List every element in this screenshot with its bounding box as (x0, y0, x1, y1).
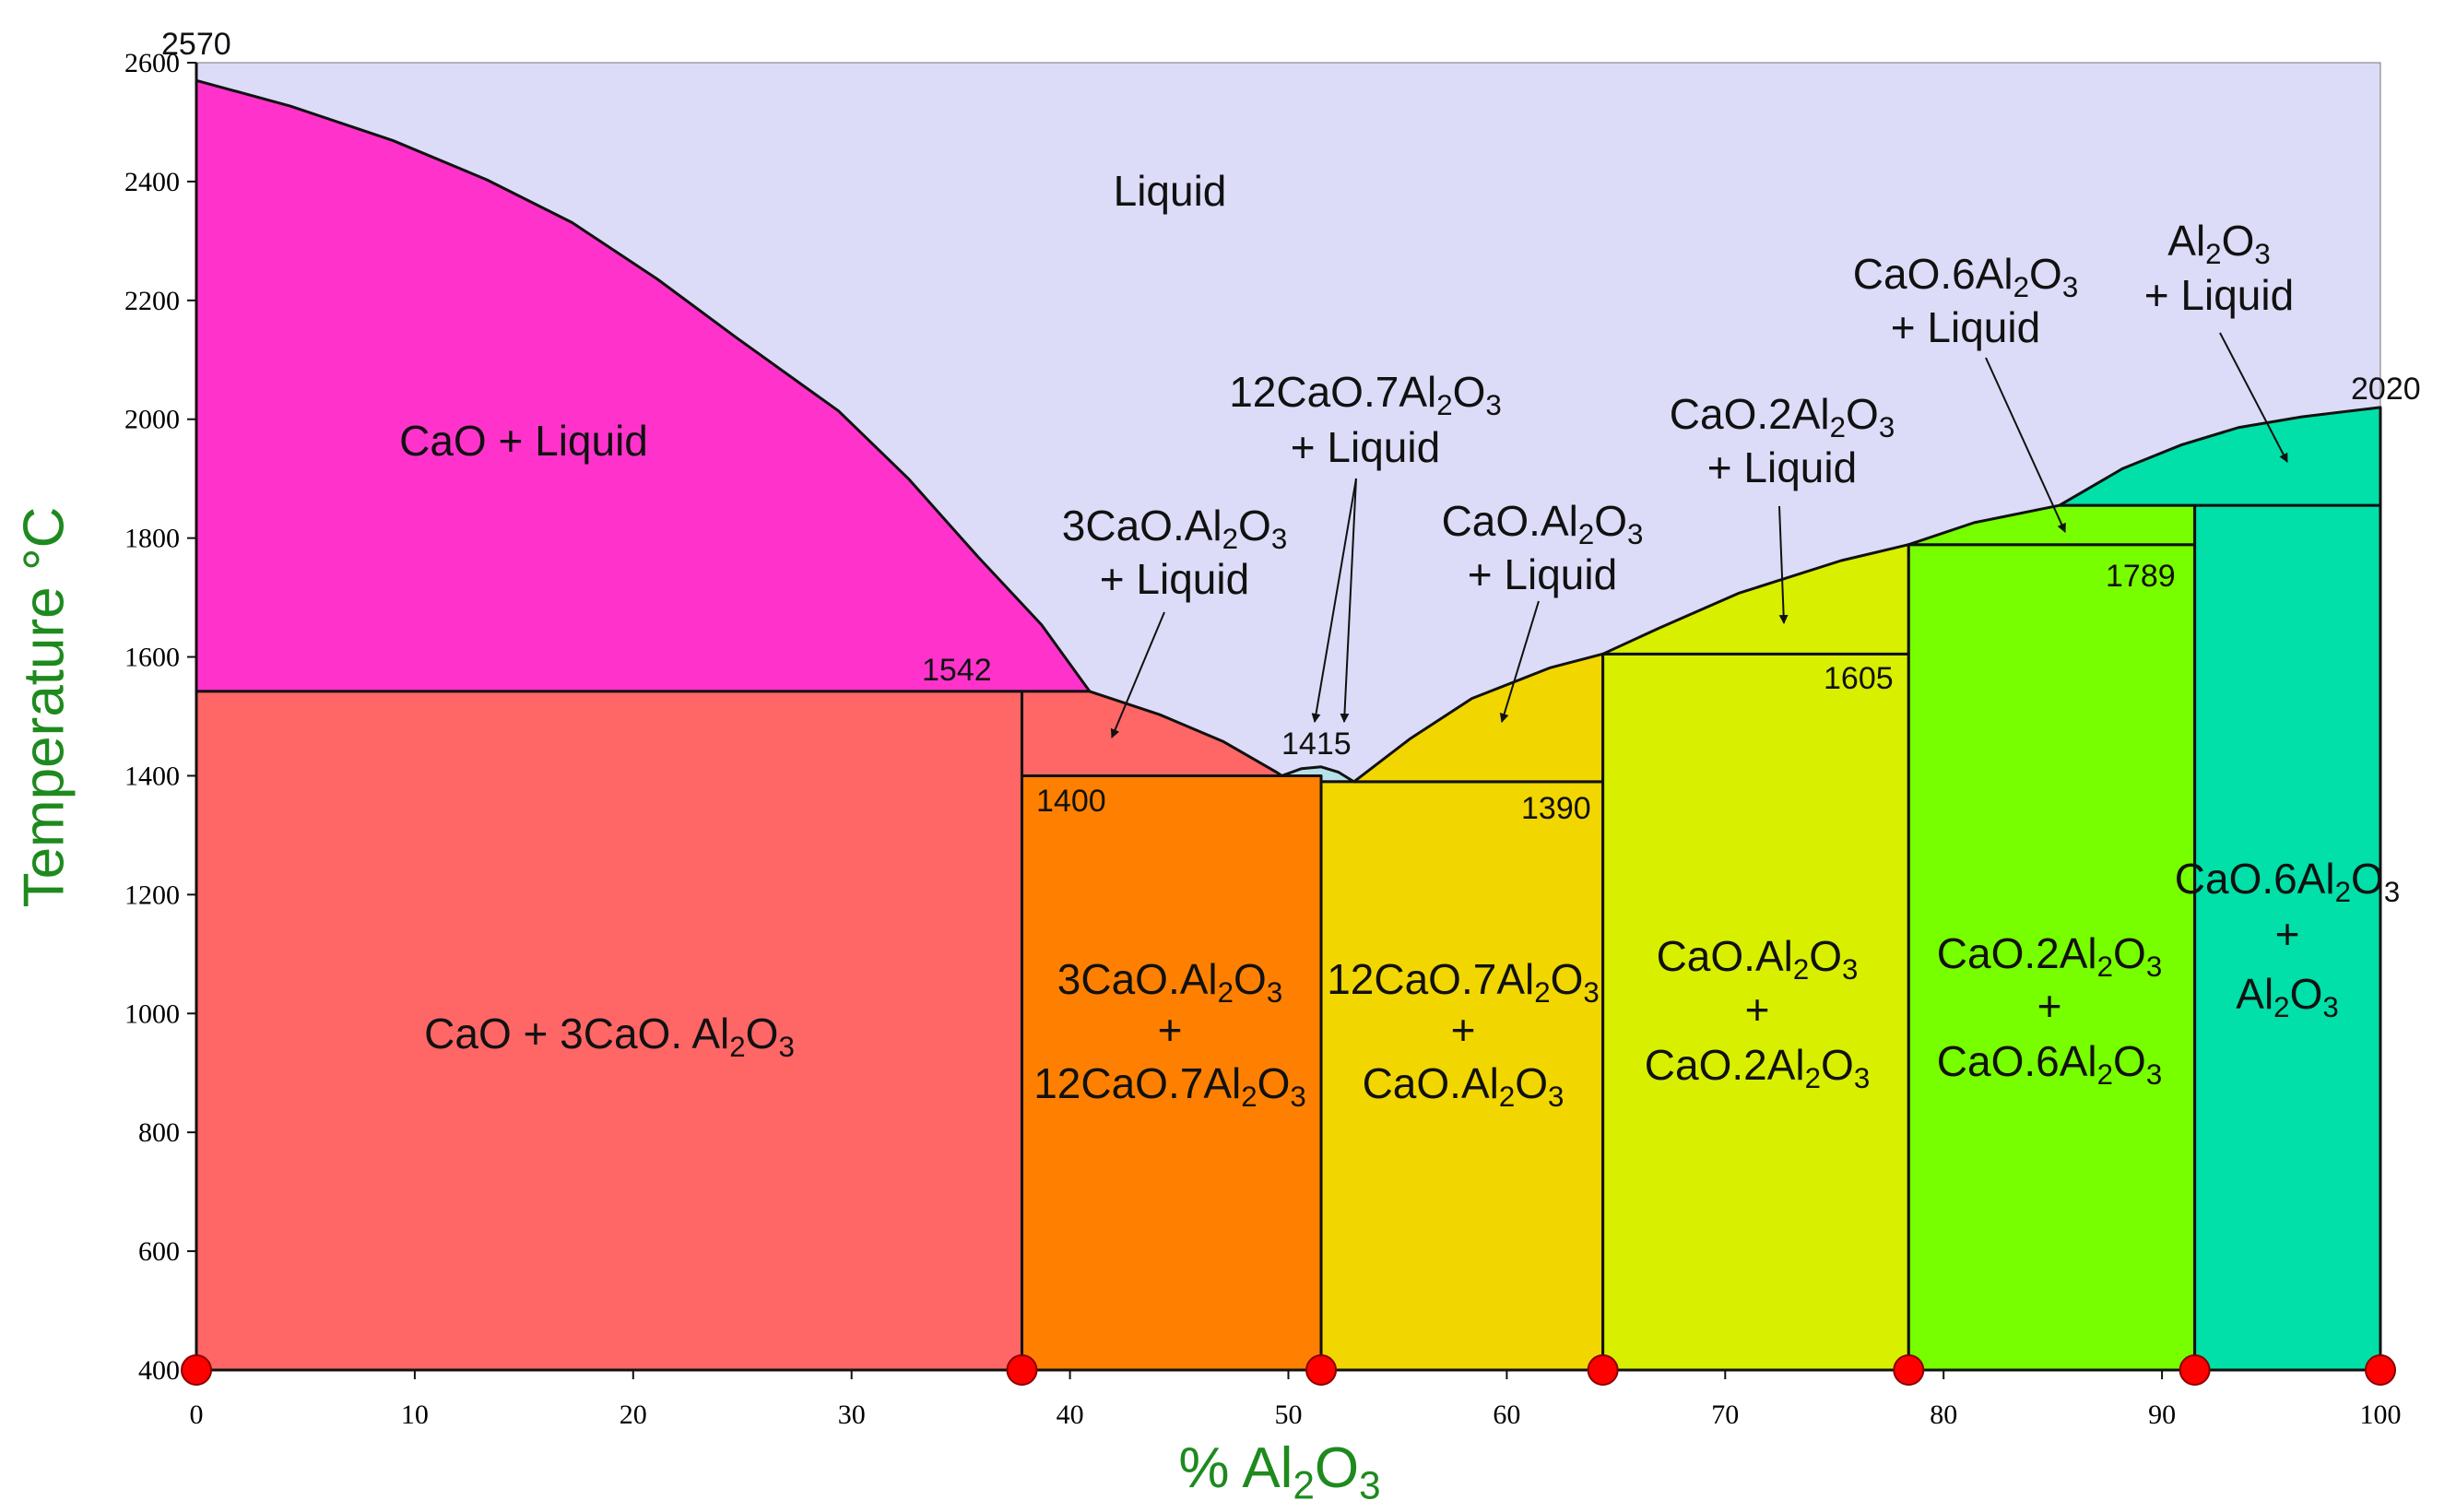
label-c12a7_liquid: 12CaO.7Al2​O3​ (1229, 368, 1502, 421)
x-tick-label: 0 (190, 1400, 204, 1430)
phase-regions (195, 78, 2382, 1372)
y-tick-label: 2200 (124, 286, 180, 316)
y-tick-label: 1600 (124, 643, 180, 673)
y-tick-label: 400 (138, 1355, 180, 1386)
y-tick-label: 1000 (124, 998, 180, 1029)
y-tick-label: 600 (138, 1236, 180, 1267)
temp-label-c12a7_melting: 1415 (1281, 726, 1352, 762)
label-c12a7_ca: + (1451, 1006, 1476, 1054)
label-ca6_al2o3: CaO.6Al2​O3​ (2175, 855, 2400, 908)
label-ca6_al2o3: + (2275, 910, 2300, 958)
label-c3a_liquid: + Liquid (1100, 555, 1249, 603)
label-c3a_liquid: 3CaO.Al2​O3​ (1062, 502, 1287, 555)
label-ca6_al2o3: Al2​O3​ (2236, 970, 2338, 1023)
x-tick-label: 20 (620, 1400, 647, 1430)
label-c3a_c12a7: 3CaO.Al2​O3​ (1057, 955, 1282, 1009)
temp-label-eutectic_1: 1400 (1036, 784, 1106, 819)
y-tick-label: 1400 (124, 761, 180, 791)
x-tick-label: 60 (1493, 1400, 1520, 1430)
label-cao_c3a: CaO + 3CaO. Al2​O3​ (424, 1010, 795, 1063)
invariant-point-marker (2365, 1354, 2396, 1386)
label-c12a7_liquid: + Liquid (1291, 423, 1440, 471)
y-tick-label: 2000 (124, 405, 180, 435)
temp-label-ca_melting: 1605 (1824, 661, 1894, 696)
x-tick-label: 10 (401, 1400, 429, 1430)
region-cao_liquid (195, 78, 1092, 693)
label-ca2_liquid: + Liquid (1707, 443, 1857, 491)
annotation-arrow (1340, 478, 1357, 723)
axes: 4006008001000120014001600180020002200240… (124, 48, 2402, 1430)
x-tick-label: 70 (1711, 1400, 1739, 1430)
annotation-arrow (1110, 611, 1165, 738)
label-cao_liquid: CaO + Liquid (399, 417, 648, 465)
x-tick-label: 80 (1930, 1400, 1957, 1430)
annotation-arrows (1110, 332, 2288, 738)
label-al2o3_liquid: + Liquid (2144, 271, 2294, 319)
label-ca_liquid: + Liquid (1468, 550, 1617, 598)
label-al2o3_liquid: Al2​O3​ (2167, 217, 2270, 270)
label-ca6_liquid: + Liquid (1891, 303, 2040, 351)
label-c3a_c12a7: + (1158, 1006, 1183, 1054)
region-c12a7_liquid (1280, 765, 1356, 784)
temp-label-al2o3_melting: 2020 (2351, 372, 2421, 407)
temp-label-eutectic_2: 1390 (1521, 791, 1591, 826)
label-ca_ca2: + (1745, 986, 1770, 1034)
invariant-point-marker (1893, 1354, 1925, 1386)
label-ca_ca2: CaO.Al2​O3​ (1657, 932, 1859, 986)
region-al2o3_liquid (2058, 406, 2382, 507)
temp-label-cao_melting: 2570 (161, 27, 231, 62)
y-tick-label: 1200 (124, 880, 180, 910)
temp-label-ca2_peritectic: 1789 (2106, 559, 2176, 594)
temp-label-c3a_peritectic: 1542 (922, 653, 992, 688)
label-ca_liquid: CaO.Al2​O3​ (1442, 497, 1644, 550)
label-ca2_ca6: CaO.2Al2​O3​ (1937, 929, 2162, 983)
y-tick-label: 1800 (124, 524, 180, 554)
x-tick-label: 50 (1275, 1400, 1303, 1430)
invariant-point-markers (181, 1354, 2396, 1386)
label-c12a7_ca: 12CaO.7Al2​O3​ (1327, 955, 1600, 1009)
annotation-arrow (1985, 357, 2066, 533)
annotation-arrow (1311, 478, 1357, 723)
label-ca_ca2: CaO.2Al2​O3​ (1645, 1041, 1870, 1094)
invariant-point-marker (181, 1354, 212, 1386)
label-ca2_ca6: CaO.6Al2​O3​ (1937, 1037, 2162, 1091)
label-liquid: Liquid (1114, 167, 1227, 215)
invariant-point-marker (1305, 1354, 1338, 1386)
invariant-point-marker (2179, 1354, 2211, 1386)
x-tick-label: 100 (2360, 1400, 2402, 1430)
temperature-annotations: 2570 1542 1400 1415 1390 1605 1789 2020 (161, 27, 2421, 826)
annotation-arrow (2219, 332, 2288, 463)
label-ca2_liquid: CaO.2Al2​O3​ (1670, 390, 1895, 443)
y-tick-label: 800 (138, 1117, 180, 1148)
x-tick-label: 30 (838, 1400, 866, 1430)
annotation-arrow (1499, 600, 1540, 723)
y-tick-label: 2600 (124, 48, 180, 78)
x-tick-label: 90 (2148, 1400, 2176, 1430)
label-ca2_ca6: + (2037, 982, 2062, 1030)
y-axis-title: Temperature °C (12, 507, 76, 908)
invariant-point-marker (1006, 1354, 1038, 1386)
invariant-point-marker (1587, 1354, 1619, 1386)
label-c12a7_ca: CaO.Al2​O3​ (1363, 1059, 1565, 1113)
label-ca6_liquid: CaO.6Al2​O3​ (1853, 250, 2078, 303)
annotation-arrow (1778, 505, 1789, 624)
x-axis-title: % Al2​O3​ (1178, 1436, 1380, 1506)
x-tick-label: 40 (1057, 1400, 1084, 1430)
y-tick-label: 2400 (124, 167, 180, 197)
label-c3a_c12a7: 12CaO.7Al2​O3​ (1033, 1059, 1306, 1113)
